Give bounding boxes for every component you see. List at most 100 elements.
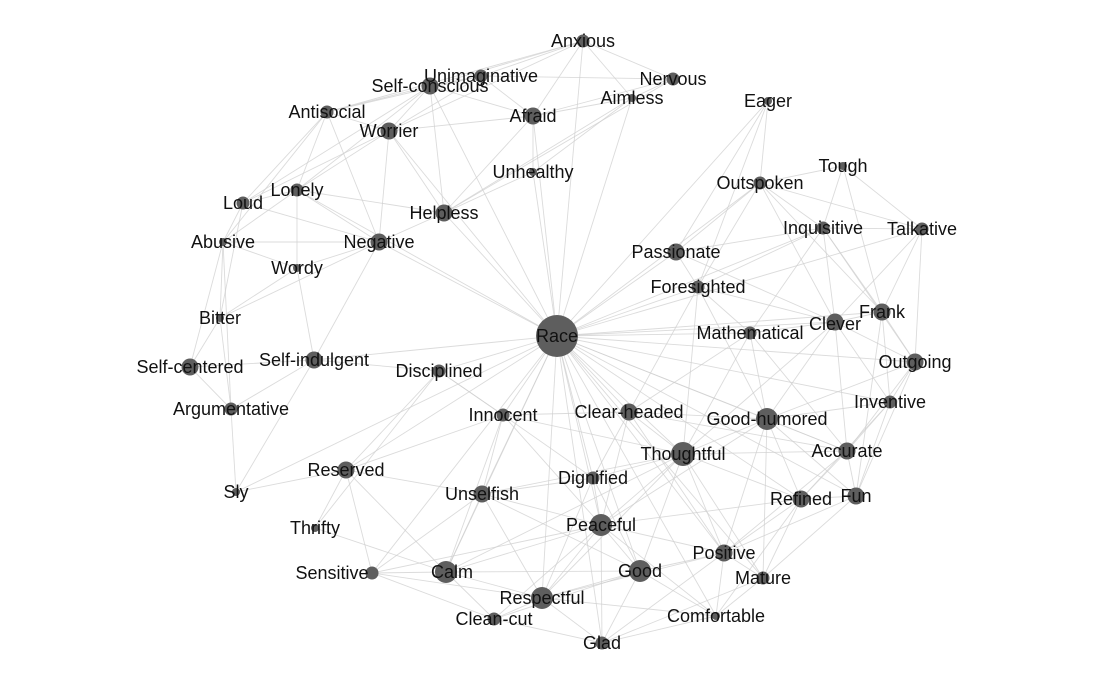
node-label-nervous: Nervous: [639, 69, 706, 89]
edge-calm-clean-cut: [445, 571, 495, 620]
node-label-antisocial: Antisocial: [288, 102, 365, 122]
node-label-mathematical: Mathematical: [696, 323, 803, 343]
edge-peaceful-comfortable: [600, 524, 717, 617]
node-label-disciplined: Disciplined: [395, 361, 482, 381]
edge-foresighted-mathematical: [697, 286, 751, 334]
node-label-thoughtful: Thoughtful: [640, 444, 725, 464]
edge-anxious-unimaginative: [480, 40, 584, 77]
edge-abusive-self-centered: [189, 241, 224, 368]
edge-mature-comfortable: [715, 577, 764, 617]
edge-good-humored-thoughtful: [682, 418, 768, 455]
edge-accurate-positive: [723, 450, 848, 554]
edge-antisocial-worrier: [326, 111, 390, 132]
edge-self-indulgent-sly: [235, 359, 315, 493]
edge-inquisitive-foresighted: [697, 227, 824, 288]
edge-peaceful-calm: [445, 524, 602, 573]
edge-unselfish-respectful: [481, 493, 543, 599]
node-label-passionate: Passionate: [631, 242, 720, 262]
edge-race-eager: [556, 100, 769, 337]
edge-race-negative: [378, 241, 558, 337]
node-label-thrifty: Thrifty: [290, 518, 340, 538]
edge-aimless-unhealthy: [532, 97, 633, 173]
edge-nervous-unimaginative: [480, 75, 674, 80]
edge-refined-mature: [762, 498, 802, 579]
edge-loud-abusive: [222, 202, 244, 243]
edge-thoughtful-respectful: [541, 453, 684, 599]
edge-unselfish-peaceful: [481, 493, 602, 526]
node-tough: [839, 162, 847, 170]
edge-eager-passionate: [675, 100, 769, 253]
edge-nervous-helpless: [443, 78, 674, 214]
edge-self-indulgent-disciplined: [313, 359, 440, 372]
edge-accurate-refined: [800, 450, 848, 500]
edge-thoughtful-peaceful: [600, 453, 684, 526]
edge-thoughtful-positive: [682, 453, 725, 554]
edge-race-talkative: [556, 228, 923, 337]
edge-negative-wordy: [296, 241, 380, 269]
edge-thoughtful-calm: [445, 453, 684, 573]
edge-positive-glad: [601, 552, 725, 644]
edge-peaceful-respectful: [541, 524, 602, 599]
node-label-peaceful: Peaceful: [566, 515, 636, 535]
edge-inquisitive-clever: [822, 227, 836, 323]
edge-mathematical-thoughtful: [682, 332, 751, 455]
label-layer: Race Anxious Unimaginative Nervous Self-cons…: [136, 31, 957, 653]
node-self-indulgent: [305, 351, 323, 369]
node-outspoken: [753, 176, 767, 190]
edge-thoughtful-refined: [682, 453, 802, 500]
node-label-loud: Loud: [223, 193, 263, 213]
edge-innocent-reserved: [345, 414, 504, 471]
edge-anxious-nervous: [582, 40, 674, 80]
edge-accurate-thoughtful: [682, 450, 848, 455]
edge-innocent-unselfish: [481, 414, 504, 495]
node-label-talkative: Talkative: [887, 219, 957, 239]
edge-race-clever: [556, 321, 836, 337]
edge-race-good: [556, 335, 641, 572]
edge-abusive-argumentative: [222, 241, 232, 410]
node-unselfish: [473, 485, 491, 503]
edge-innocent-dignified: [502, 414, 594, 479]
edge-refined-positive: [723, 498, 802, 554]
node-frank: [873, 303, 891, 321]
edge-outspoken-inquisitive: [759, 182, 824, 229]
edge-clean-cut-glad: [493, 618, 603, 644]
edge-antisocial-loud: [242, 111, 328, 204]
edge-race-self-conscious: [429, 85, 558, 337]
edge-disciplined-reserved: [345, 370, 440, 471]
edge-clever-accurate: [834, 321, 848, 452]
edge-calm-thrifty: [314, 527, 447, 573]
node-wordy: [293, 264, 301, 272]
node-label-worrier: Worrier: [360, 121, 419, 141]
node-label-argumentative: Argumentative: [173, 399, 289, 419]
edge-lonely-abusive: [222, 189, 298, 243]
node-talkative: [915, 222, 929, 236]
edge-peaceful-clean-cut: [493, 524, 602, 620]
edge-worrier-negative: [378, 130, 390, 243]
edge-thoughtful-unselfish: [481, 453, 684, 495]
node-label-sly: Sly: [223, 482, 248, 502]
edge-race-inventive: [556, 335, 891, 403]
node-eager: [764, 97, 772, 105]
node-glad: [595, 636, 609, 650]
node-label-self-indulgent: Self-indulgent: [259, 350, 369, 370]
edge-clear-headed-innocent: [502, 411, 630, 416]
node-label-negative: Negative: [343, 232, 414, 252]
node-unimaginative: [474, 69, 488, 83]
edge-good-respectful: [541, 570, 641, 599]
edge-unimaginative-afraid: [480, 75, 534, 117]
edge-unselfish-sensitive: [371, 493, 483, 574]
node-label-dignified: Dignified: [558, 468, 628, 488]
node-label-inquisitive: Inquisitive: [783, 218, 863, 238]
node-label-eager: Eager: [744, 91, 792, 111]
edge-anxious-aimless: [582, 40, 633, 99]
edge-good-humored-refined: [766, 418, 802, 500]
edge-foresighted-clever: [697, 286, 836, 323]
edge-worrier-loud: [242, 130, 390, 204]
node-foresighted: [691, 280, 705, 294]
edge-race-afraid: [532, 115, 558, 337]
edge-worrier-lonely: [296, 130, 390, 191]
node-inquisitive: [816, 221, 830, 235]
node-label-outgoing: Outgoing: [878, 352, 951, 372]
edge-helpless-negative: [378, 212, 445, 243]
node-clean-cut: [487, 612, 501, 626]
